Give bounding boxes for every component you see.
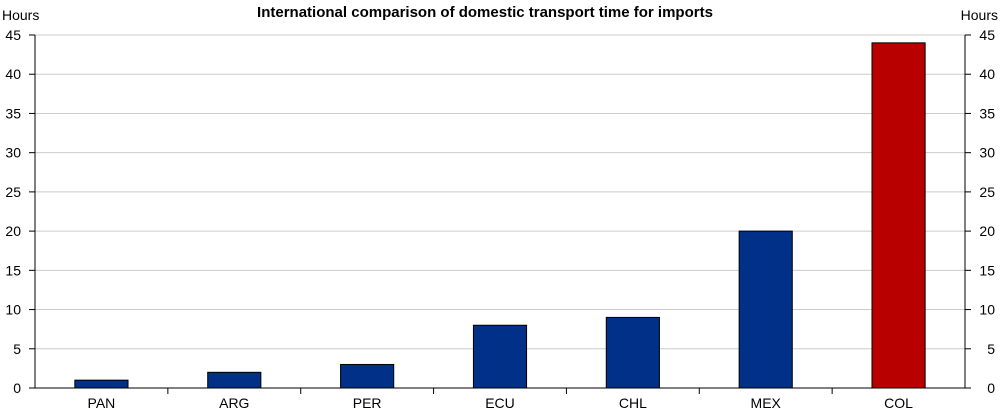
y-tick-label-right: 40 [979,66,995,82]
gridlines [35,34,965,350]
bar-pan [74,379,129,389]
y-tick-label-right: 20 [979,223,995,239]
chart-title: International comparison of domestic tra… [257,4,713,21]
bar-ecu [472,324,528,389]
y-tick-label-left: 45 [5,27,21,43]
y-tick-label-left: 10 [5,302,21,318]
labels: 0 0 5 5 10 10 15 15 20 20 25 25 30 30 35 35 40 40 45 45 PAN A… [5,27,995,411]
x-tick-label: MEX [751,395,782,410]
y-axis-unit-right: Hours [961,7,998,23]
y-tick-label-right: 25 [979,184,995,200]
y-tick-label-left: 15 [5,262,21,278]
x-tick-label: ECU [485,395,515,410]
y-tick-label-left: 5 [13,341,21,357]
x-tick-label: PAN [88,395,116,410]
y-tick-label-left: 35 [5,105,21,121]
bars [74,42,926,389]
x-tick-label: ARG [219,395,249,410]
bar-chl [605,316,660,389]
y-tick-label-right: 35 [979,105,995,121]
bar-arg [207,371,262,389]
x-tick-label: CHL [619,395,647,410]
y-tick-label-right: 15 [979,262,995,278]
x-tick-label: PER [353,395,382,410]
y-tick-label-right: 0 [987,380,995,396]
bar-col [871,42,926,389]
bar-per [340,363,395,389]
y-tick-label-left: 40 [5,66,21,82]
y-tick-label-right: 10 [979,302,995,318]
y-tick-label-left: 0 [13,380,21,396]
y-tick-label-left: 25 [5,184,21,200]
axes [29,34,971,394]
y-axis-unit-left: Hours [2,7,39,23]
bar-mex [738,230,793,389]
y-tick-label-right: 30 [979,145,995,161]
x-tick-label: COL [884,395,913,410]
y-tick-label-left: 30 [5,145,21,161]
y-tick-label-right: 5 [987,341,995,357]
y-tick-label-right: 45 [979,27,995,43]
y-tick-label-left: 20 [5,223,21,239]
